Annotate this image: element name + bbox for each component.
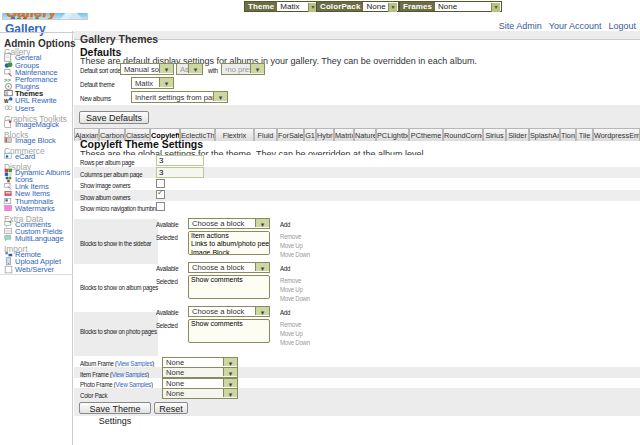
svg-text:W: W <box>4 99 9 104</box>
